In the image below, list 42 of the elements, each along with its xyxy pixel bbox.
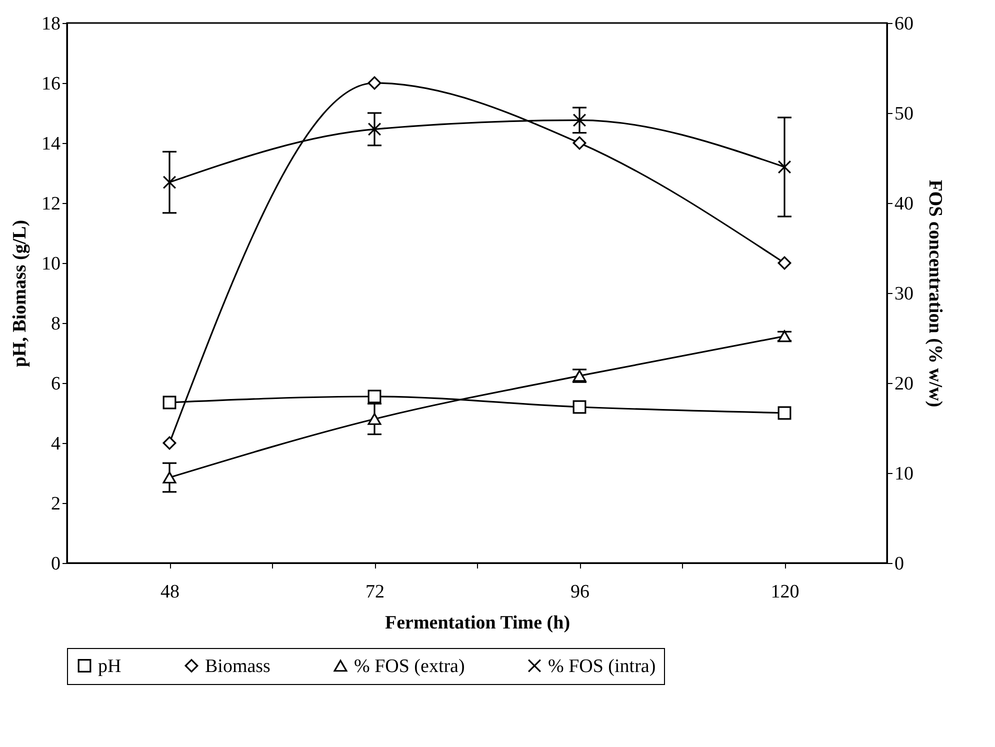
y-tick-label: 0 bbox=[51, 554, 60, 574]
point bbox=[778, 160, 792, 174]
point bbox=[162, 396, 176, 410]
point bbox=[572, 113, 586, 127]
point bbox=[778, 406, 792, 420]
y2-tick-label: 30 bbox=[894, 284, 914, 304]
x-tick-label: 96 bbox=[570, 582, 590, 602]
y-tick-label: 8 bbox=[51, 314, 60, 334]
point bbox=[368, 413, 382, 425]
x-tick-label: 120 bbox=[770, 582, 800, 602]
y2-tick-label: 10 bbox=[894, 464, 914, 484]
legend-label: % FOS (extra) bbox=[354, 656, 465, 677]
point bbox=[162, 436, 176, 450]
point bbox=[162, 472, 176, 484]
y2-axis-title: FOS concentration (% w/w) bbox=[924, 180, 946, 408]
y-tick-label: 6 bbox=[51, 374, 60, 394]
legend-label: pH bbox=[98, 656, 122, 677]
point bbox=[368, 76, 382, 90]
y-tick-label: 14 bbox=[42, 134, 61, 154]
y-tick-label: 2 bbox=[51, 494, 60, 514]
y-tick-label: 10 bbox=[42, 254, 60, 274]
point bbox=[572, 400, 586, 414]
legend-label: Biomass bbox=[205, 656, 270, 677]
y-tick-label: 18 bbox=[42, 14, 60, 34]
x-tick-label: 72 bbox=[366, 582, 384, 602]
point bbox=[162, 176, 176, 190]
y-tick-label: 4 bbox=[51, 434, 61, 454]
point bbox=[368, 122, 382, 136]
y-tick-label: 12 bbox=[42, 194, 60, 214]
legend-label: % FOS (intra) bbox=[548, 656, 656, 677]
y2-tick-label: 60 bbox=[894, 14, 914, 34]
y2-tick-label: 40 bbox=[894, 194, 914, 214]
point bbox=[778, 256, 792, 270]
y-axis-title: pH, Biomass (g/L) bbox=[10, 220, 30, 368]
x-tick-label: 48 bbox=[160, 582, 180, 602]
y2-tick-label: 50 bbox=[894, 104, 914, 124]
x-axis-title: Fermentation Time (h) bbox=[384, 612, 570, 634]
point bbox=[572, 136, 586, 150]
y2-tick-label: 20 bbox=[894, 374, 914, 394]
y2-tick-label: 0 bbox=[894, 554, 904, 574]
y-tick-label: 16 bbox=[42, 74, 60, 94]
point bbox=[368, 390, 382, 404]
